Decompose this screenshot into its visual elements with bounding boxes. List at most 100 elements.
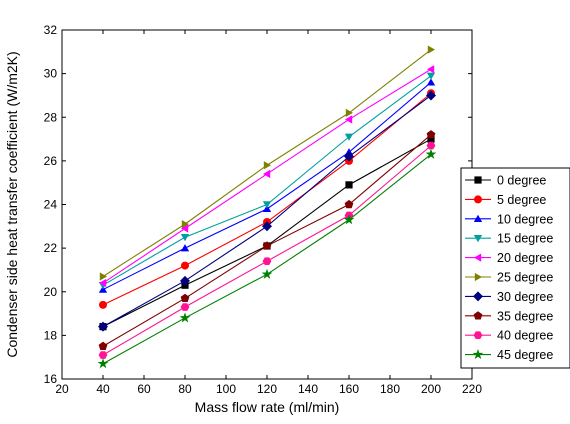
data-point (180, 293, 190, 303)
x-tick-label: 160 (339, 382, 359, 396)
legend-marker (473, 214, 483, 222)
data-point (98, 351, 108, 359)
data-point (97, 358, 109, 369)
y-tick-label: 24 (44, 198, 58, 212)
x-tick-label: 140 (298, 382, 318, 396)
data-point (426, 90, 436, 101)
legend-marker (472, 349, 484, 360)
x-tick-label: 100 (216, 382, 236, 396)
x-axis-title: Mass flow rate (ml/min) (195, 399, 340, 415)
y-axis-title: Condenser side heat transfer coefficient… (4, 51, 20, 357)
data-point (345, 115, 353, 124)
legend-marker (474, 253, 482, 262)
data-point (426, 78, 436, 86)
x-tick-label: 80 (178, 382, 192, 396)
data-point (262, 201, 272, 209)
legend-marker (474, 195, 482, 204)
data-point (181, 224, 189, 233)
data-point (344, 133, 354, 141)
data-point (426, 130, 436, 139)
data-point (263, 169, 271, 179)
data-point (181, 261, 189, 270)
x-tick-label: 220 (462, 382, 482, 396)
data-point (99, 278, 107, 288)
data-point (261, 268, 273, 279)
legend-label: 20 degree (497, 251, 553, 265)
data-point (343, 214, 355, 225)
y-tick-label: 30 (44, 67, 58, 81)
series-25-degree (99, 45, 435, 281)
legend: 0 degree 5 degree 10 degree 15 degree 20 deg… (460, 167, 570, 369)
legend-marker (474, 272, 482, 282)
legend-marker (473, 291, 483, 302)
series-20-degree (99, 65, 435, 288)
legend-label: 35 degree (497, 309, 553, 323)
data-point (99, 272, 107, 281)
legend-marker (473, 311, 483, 320)
series-15-degree (98, 72, 436, 290)
data-point (262, 257, 272, 266)
y-tick-label: 18 (44, 328, 58, 342)
legend-item: 5 degree (465, 193, 546, 207)
data-point (426, 72, 436, 80)
legend-item: 30 degree (465, 290, 553, 304)
legend-item: 35 degree (465, 309, 553, 323)
legend-label: 30 degree (497, 290, 553, 304)
legend-item: 25 degree (465, 271, 553, 285)
legend-item: 15 degree (465, 232, 553, 246)
legend-label: 40 degree (497, 329, 553, 343)
data-point (98, 321, 108, 332)
y-tick-label: 28 (44, 110, 58, 124)
series-line (102, 75, 432, 286)
x-tick-label: 60 (137, 382, 151, 396)
y-tick-label: 32 (44, 23, 58, 37)
data-point (99, 300, 107, 309)
axes: 20 40 60 80 100 120 140 160 180 200 220 16 18 20 22 24 2… (44, 23, 483, 396)
legend-label: 25 degree (497, 271, 553, 285)
data-point (180, 234, 190, 242)
data-point (98, 341, 108, 350)
legend-label: 15 degree (497, 232, 553, 246)
y-tick-label: 26 (44, 154, 58, 168)
data-point (263, 161, 271, 170)
legend-marker (473, 235, 483, 243)
legend-marker (474, 176, 482, 184)
series-35-degree (98, 130, 436, 350)
data-point (344, 199, 354, 209)
data-point (180, 303, 190, 311)
x-tick-label: 120 (257, 382, 277, 396)
legend-item: 10 degree (465, 212, 553, 226)
x-tick-label: 20 (55, 382, 69, 396)
x-tick-label: 180 (380, 382, 400, 396)
data-point (345, 108, 353, 118)
data-point (427, 135, 435, 143)
series-30-degree (98, 90, 436, 332)
series-45-degree (97, 148, 437, 369)
data-point (425, 148, 437, 159)
plot-area (97, 45, 437, 369)
data-point (262, 241, 272, 250)
data-point (344, 151, 354, 162)
data-point (427, 65, 435, 74)
x-tick-label: 40 (96, 382, 110, 396)
y-tick-label: 20 (44, 285, 58, 299)
data-point (181, 219, 189, 229)
legend-label: 45 degree (497, 348, 553, 362)
legend-marker (473, 331, 483, 340)
data-point (345, 181, 353, 189)
y-tick-label: 22 (44, 241, 58, 255)
y-tick-label: 16 (44, 372, 58, 386)
x-tick-label: 200 (421, 382, 441, 396)
data-point (426, 141, 436, 150)
series-40-degree (98, 141, 436, 359)
legend-item: 45 degree (465, 348, 553, 362)
data-point (262, 221, 272, 232)
legend-item: 40 degree (465, 329, 553, 343)
data-point (180, 244, 190, 252)
data-point (180, 275, 190, 286)
data-point (427, 45, 435, 54)
legend-label: 5 degree (497, 193, 546, 207)
legend-item: 20 degree (465, 251, 553, 265)
